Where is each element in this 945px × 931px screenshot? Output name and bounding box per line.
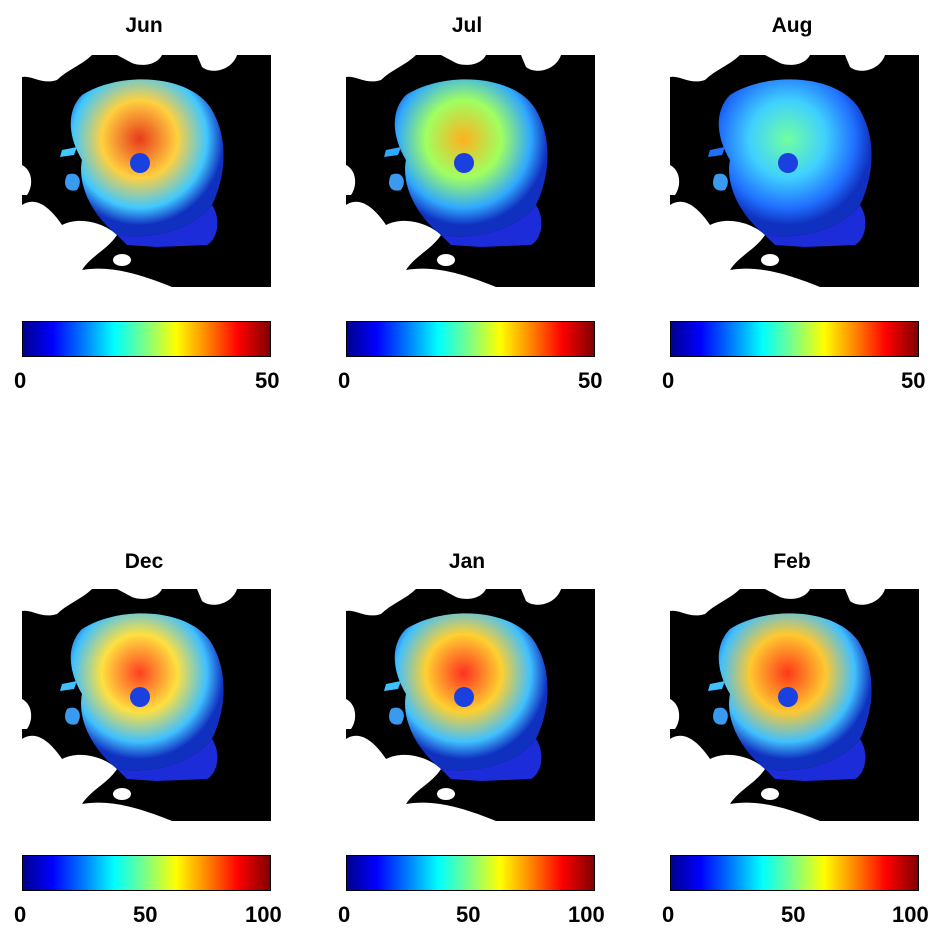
sea-ice-low [441,205,542,247]
ice-fragment [65,173,80,191]
ice-fragment [713,173,728,191]
land-siberia [670,55,740,82]
sea-ice-low [765,205,866,247]
ice-fragment [384,681,401,691]
colorbar-tick-max: 50 [255,368,280,393]
land-island [437,788,455,800]
colorbar-jun [22,321,271,357]
map-jun [22,55,271,287]
land-siberia [346,55,416,82]
land-coast [22,699,32,729]
colorbar-tick-min: 0 [14,902,27,927]
land-island [113,254,131,266]
panel-title: Jan [448,550,486,573]
land-island [521,55,561,71]
ice-fragment [708,147,725,157]
land-island [117,55,162,65]
pole-hole [454,153,474,173]
ice-fragment [384,147,401,157]
land-north-america [670,201,820,287]
sea-ice-low [117,739,218,781]
map-jan [346,589,595,821]
panel-title: Feb [773,550,811,573]
land-north-america [670,735,820,821]
colorbar-jan [346,855,595,891]
panel-title: Aug [771,14,813,37]
sea-ice-low [765,739,866,781]
ice-fragment [65,707,80,725]
land-north-america [22,201,172,287]
map-image [346,589,595,821]
land-siberia [346,589,416,616]
land-north-america [346,735,496,821]
panel-title: Jun [125,14,163,37]
land-island [197,589,237,605]
panel-title: Jul [451,14,483,37]
map-jul [346,55,595,287]
colorbar-aug [670,321,919,357]
colorbar-dec [22,855,271,891]
land-island [765,589,810,599]
land-coast [670,699,680,729]
land-island [197,55,237,71]
land-island [441,589,486,599]
ice-fragment [389,173,404,191]
colorbar-tick-mid: 50 [133,902,158,927]
land-island [117,589,162,599]
land-north-america [22,735,172,821]
land-island [521,589,561,605]
land-island [845,589,885,605]
map-image [670,55,919,287]
colorbar-tick-min: 0 [338,902,351,927]
map-dec [22,589,271,821]
colorbar-tick-max: 50 [578,368,603,393]
colorbar-tick-mid: 50 [781,902,806,927]
pole-hole [454,687,474,707]
colorbar-tick-max: 100 [892,902,929,927]
sea-ice-low [117,205,218,247]
land-island [437,254,455,266]
land-siberia [670,589,740,616]
map-image [346,55,595,287]
ice-fragment [60,681,77,691]
land-island [441,55,486,65]
panel-title: Dec [124,550,164,573]
colorbar-tick-min: 0 [662,368,675,393]
land-coast [22,165,32,195]
map-image [22,589,271,821]
colorbar-tick-max: 50 [901,368,926,393]
land-siberia [22,589,92,616]
map-feb [670,589,919,821]
map-image [670,589,919,821]
colorbar-tick-max: 100 [245,902,282,927]
land-island [761,254,779,266]
pole-hole [130,153,150,173]
land-island [113,788,131,800]
colorbar-jul [346,321,595,357]
pole-hole [130,687,150,707]
ice-fragment [708,681,725,691]
land-island [761,788,779,800]
map-aug [670,55,919,287]
pole-hole [778,153,798,173]
pole-hole [778,687,798,707]
colorbar-tick-mid: 50 [456,902,481,927]
land-coast [346,699,356,729]
land-north-america [346,201,496,287]
colorbar-tick-max: 100 [568,902,605,927]
sea-ice-low [441,739,542,781]
ice-fragment [60,147,77,157]
colorbar-tick-min: 0 [662,902,675,927]
colorbar-feb [670,855,919,891]
ice-fragment [389,707,404,725]
colorbar-tick-min: 0 [338,368,351,393]
land-island [845,55,885,71]
land-siberia [22,55,92,82]
land-coast [670,165,680,195]
colorbar-tick-min: 0 [14,368,27,393]
ice-fragment [713,707,728,725]
land-island [765,55,810,65]
land-coast [346,165,356,195]
map-image [22,55,271,287]
